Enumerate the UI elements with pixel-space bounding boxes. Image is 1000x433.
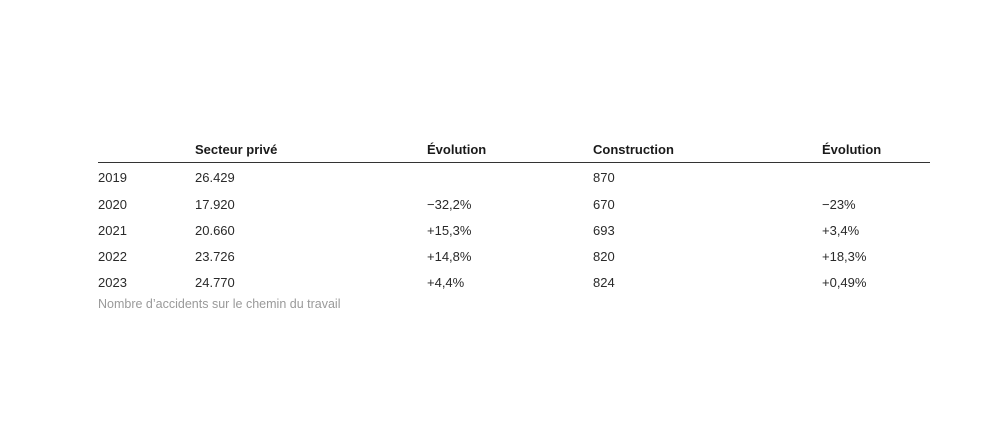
table-row: 2022 23.726 +14,8% 820 +18,3% xyxy=(98,243,930,269)
cell-private-sector: 20.660 xyxy=(195,222,235,238)
cell-evolution-construction: −23% xyxy=(822,196,856,212)
cell-private-sector: 26.429 xyxy=(195,170,235,185)
table-row: 2023 24.770 +4,4% 824 +0,49% xyxy=(98,269,930,295)
cell-evolution-private: −32,2% xyxy=(427,196,472,212)
cell-private-sector: 23.726 xyxy=(195,248,235,264)
cell-construction: 670 xyxy=(593,196,615,212)
cell-evolution-construction xyxy=(822,163,930,192)
cell-private-sector: 24.770 xyxy=(195,274,235,290)
cell-year: 2020 xyxy=(98,196,127,212)
header-evolution-construction: Évolution xyxy=(822,138,930,163)
cell-evolution-construction: +0,49% xyxy=(822,274,867,290)
cell-year: 2022 xyxy=(98,248,127,264)
cell-evolution-private xyxy=(427,163,593,192)
table-row: 2020 17.920 −32,2% 670 −23% xyxy=(98,191,930,217)
cell-evolution-construction: +3,4% xyxy=(822,222,860,238)
cell-evolution-construction: +18,3% xyxy=(822,248,867,264)
header-construction: Construction xyxy=(593,138,822,163)
table-header-row: Secteur privé Évolution Construction Évo… xyxy=(98,138,930,163)
table-row: 2021 20.660 +15,3% 693 +3,4% xyxy=(98,217,930,243)
cell-construction: 693 xyxy=(593,222,615,238)
table-caption: Nombre d’accidents sur le chemin du trav… xyxy=(98,297,341,311)
cell-evolution-private: +14,8% xyxy=(427,248,472,264)
cell-year: 2019 xyxy=(98,170,127,185)
cell-private-sector: 17.920 xyxy=(195,196,235,212)
header-evolution-private: Évolution xyxy=(427,138,593,163)
accidents-table-container: Secteur privé Évolution Construction Évo… xyxy=(98,138,930,295)
accidents-table: Secteur privé Évolution Construction Évo… xyxy=(98,138,930,295)
cell-evolution-private: +4,4% xyxy=(427,274,465,290)
cell-construction: 820 xyxy=(593,248,615,264)
cell-construction: 870 xyxy=(593,170,615,185)
cell-year: 2021 xyxy=(98,222,127,238)
header-private-sector: Secteur privé xyxy=(195,138,427,163)
header-year xyxy=(98,138,195,163)
cell-evolution-private: +15,3% xyxy=(427,222,472,238)
cell-construction: 824 xyxy=(593,274,615,290)
table-row: 2019 26.429 870 xyxy=(98,163,930,192)
cell-year: 2023 xyxy=(98,274,127,290)
